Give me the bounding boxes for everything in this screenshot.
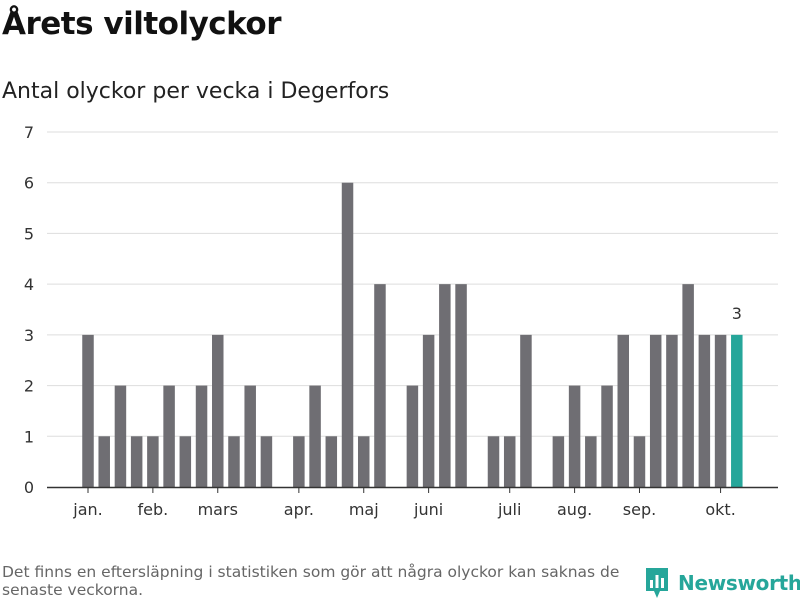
x-tick-label: aug.	[557, 500, 592, 519]
chart-subtitle: Antal olyckor per vecka i Degerfors	[2, 79, 390, 104]
chart-title: Årets viltolyckor	[2, 6, 282, 42]
bar	[195, 385, 208, 487]
bar-highlight	[731, 334, 743, 487]
bar	[422, 334, 435, 487]
y-tick-label: 4	[24, 275, 34, 294]
bar	[455, 284, 467, 487]
bar	[520, 334, 532, 487]
bar	[341, 182, 354, 487]
x-tick-label: juni	[413, 500, 443, 519]
data-label: 3	[732, 304, 742, 323]
y-tick-label: 6	[24, 174, 34, 193]
y-tick-label: 5	[24, 224, 34, 243]
bar	[714, 334, 727, 487]
bar	[601, 385, 613, 487]
bar-chart: 0 1 2 3 4 5 6 7 3 jan. feb. mars apr. maj juni juli aug.…	[24, 123, 778, 519]
x-tick-label: apr.	[284, 500, 314, 519]
bar	[130, 436, 143, 487]
bar	[585, 436, 597, 487]
bar	[698, 334, 711, 487]
x-tick-label: feb.	[138, 500, 169, 519]
bar	[682, 284, 694, 487]
footnote: Det finns en eftersläpning i statistiken…	[2, 563, 620, 599]
brand-name: Newsworthy	[678, 571, 800, 595]
bar	[666, 334, 678, 487]
bar	[212, 334, 224, 487]
y-tick-label: 2	[24, 377, 34, 396]
bar	[163, 385, 175, 487]
y-tick-label: 7	[24, 123, 34, 142]
x-tick-label: juli	[497, 500, 521, 519]
x-tick-label: maj	[349, 500, 379, 519]
bar	[114, 385, 127, 487]
bar	[649, 334, 662, 487]
bar	[617, 334, 630, 487]
bar	[179, 436, 192, 487]
bar	[357, 436, 370, 487]
bar	[228, 436, 240, 487]
bar	[503, 436, 516, 487]
bar	[309, 385, 321, 487]
y-tick-label: 3	[24, 326, 34, 345]
bar	[439, 284, 451, 487]
bar	[406, 385, 419, 487]
x-tick-label: jan.	[72, 500, 102, 519]
bar-chart-logo-icon	[646, 568, 668, 598]
x-tick-label: okt.	[705, 500, 735, 519]
bar	[293, 436, 305, 487]
bar	[374, 284, 386, 487]
bar	[325, 436, 338, 487]
bar	[244, 385, 256, 487]
brand-logo[interactable]: Newsworthy	[644, 566, 800, 600]
bar	[147, 436, 159, 487]
bar	[487, 436, 500, 487]
bar	[552, 436, 565, 487]
y-tick-label: 1	[24, 427, 34, 446]
bar	[98, 436, 110, 487]
bar	[260, 436, 273, 487]
x-tick-label: sep.	[623, 500, 656, 519]
x-tick-label: mars	[198, 500, 238, 519]
bar	[633, 436, 646, 487]
bar	[82, 334, 94, 487]
y-tick-label: 0	[24, 478, 34, 497]
bar	[568, 385, 581, 487]
